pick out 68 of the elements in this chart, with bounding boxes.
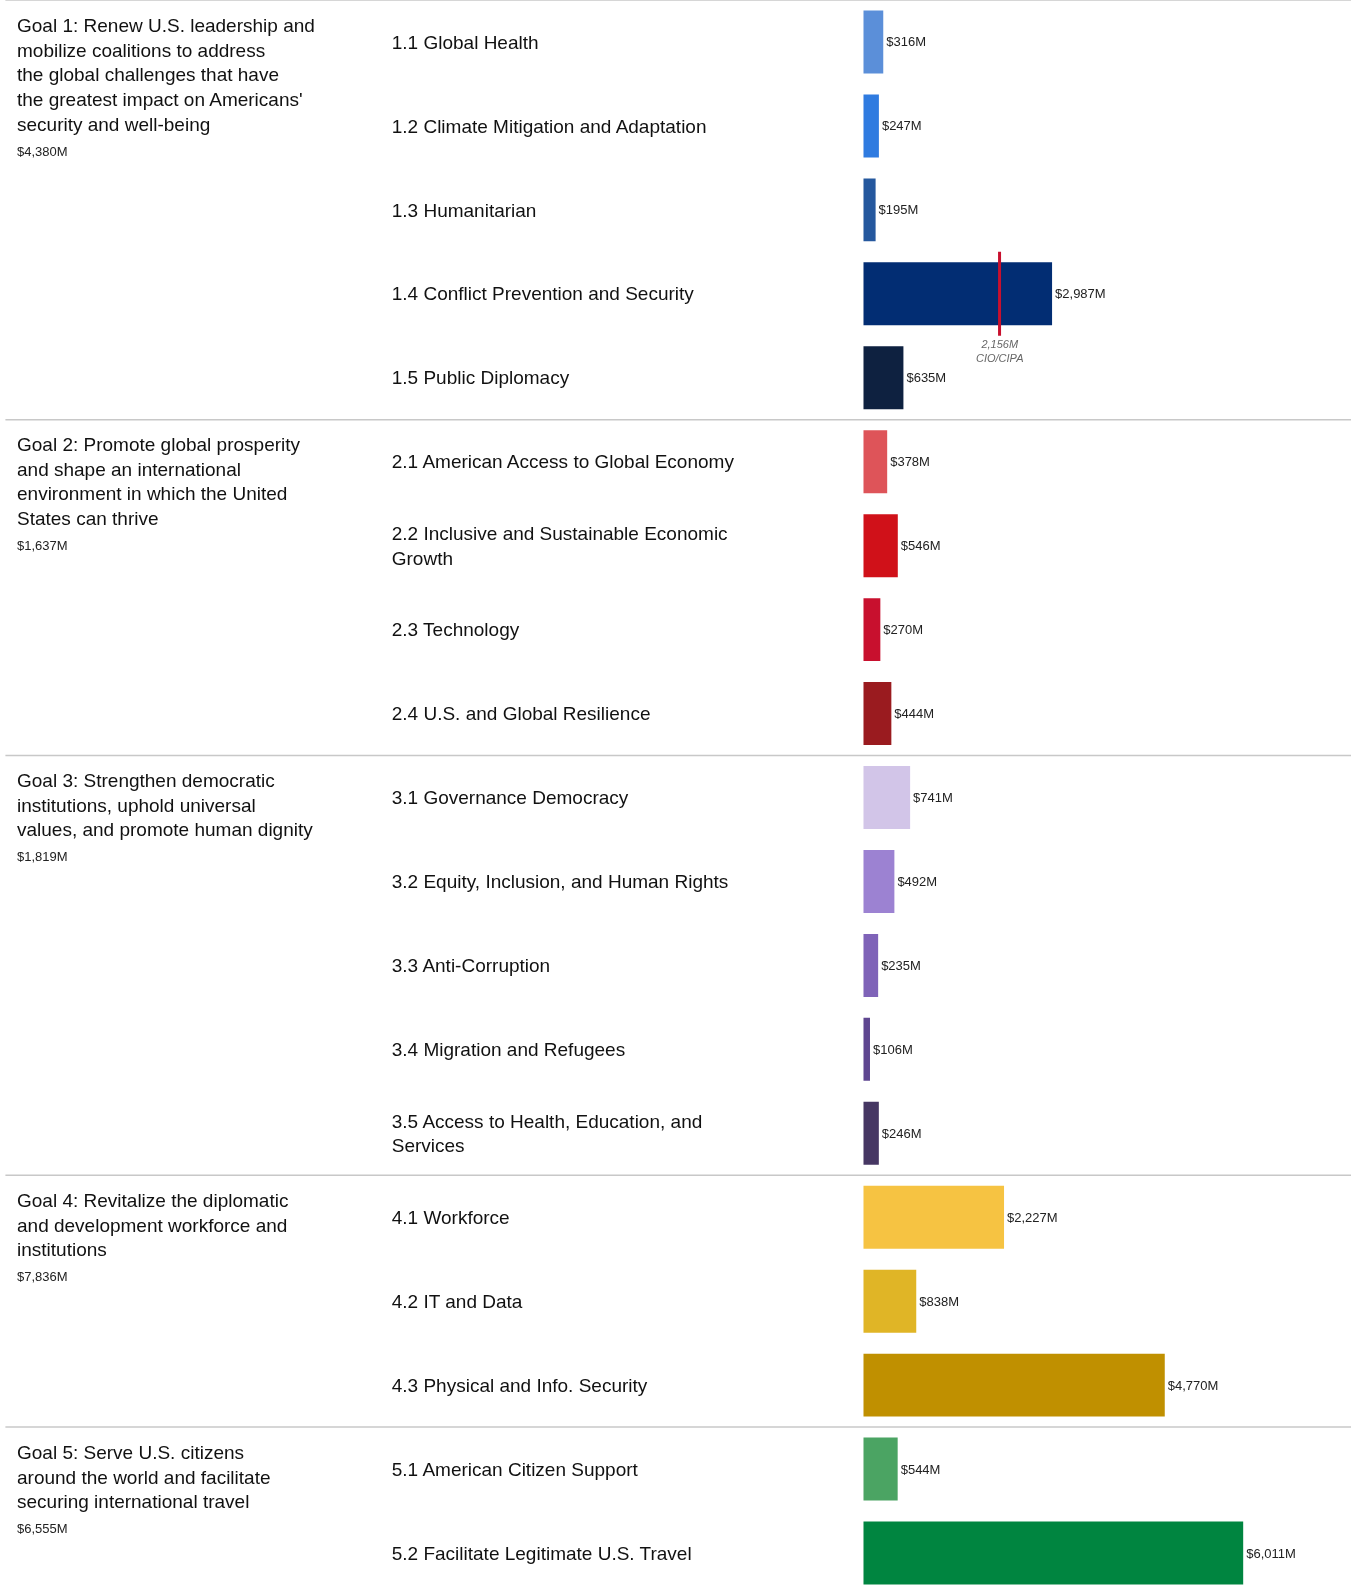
bar — [863, 262, 1053, 326]
data-label: $741M — [913, 790, 953, 805]
bar — [863, 598, 881, 662]
data-label: $195M — [878, 202, 919, 218]
data-label: $546M — [900, 538, 941, 554]
data-label: $2,987M — [1055, 286, 1106, 302]
bar — [863, 346, 904, 410]
bar — [863, 514, 898, 578]
y-tick-label: 4.1 Workforce — [391, 1206, 510, 1228]
data-label: $4,770M — [1167, 1377, 1219, 1393]
bar — [863, 1353, 1165, 1417]
data-label: $246M — [881, 1125, 922, 1141]
y-tick-label: 4.3 Physical and Info. Security — [391, 1374, 648, 1396]
data-label: $106M — [872, 1041, 913, 1057]
data-label: $270M — [883, 622, 924, 638]
bar — [863, 178, 876, 242]
data-label: $235M — [881, 957, 921, 973]
data-label: $492M — [897, 873, 938, 889]
data-label: $378M — [890, 454, 930, 470]
bar — [863, 933, 879, 997]
data-label: $444M — [894, 706, 935, 722]
text: Goal 2: Promote global prosperity and shape an international environment in which the United States can thrive — [17, 434, 301, 530]
text: Goal 4: Revitalize the diplomatic and development workforce and institutions — [17, 1190, 289, 1261]
data-label: $6,011M — [1246, 1545, 1296, 1561]
text: Goal 5: Serve U.S. citizens around the world and facilitate securing international travel — [17, 1442, 271, 1513]
y-tick-label: 1.5 Public Diplomacy — [391, 367, 570, 389]
bar — [863, 1521, 1244, 1585]
y-tick-label: 3.3 Anti-Corruption — [391, 955, 551, 977]
y-tick-label: 2.4 U.S. and Global Resilience — [391, 703, 651, 725]
bar — [863, 430, 888, 494]
text: $6,555M — [17, 1521, 68, 1536]
data-label: $2,227M — [1007, 1209, 1058, 1225]
bar — [863, 10, 884, 74]
bar — [863, 1269, 917, 1333]
bar — [863, 94, 879, 158]
bar — [863, 1437, 898, 1501]
data-label: $544M — [900, 1461, 941, 1477]
data-label: $247M — [881, 118, 922, 134]
bar — [863, 1101, 879, 1165]
text: Goal 1: Renew U.S. leadership and mobilize coalitions to address the global challenges that have the greatest impact on Americans' security and well-being — [17, 15, 315, 135]
y-tick-label: 3.1 Governance Democracy — [391, 787, 629, 809]
y-tick-label: 5.2 Facilitate Legitimate U.S. Travel — [391, 1542, 692, 1564]
bar — [863, 1185, 1005, 1249]
data-label: $316M — [886, 34, 927, 50]
bar — [863, 766, 911, 829]
bar — [863, 682, 892, 746]
text: $1,819M — [17, 849, 68, 864]
y-tick-label: 3.5 Access to Health, Education, and Services — [391, 1110, 703, 1157]
y-tick-label: 1.1 Global Health — [391, 31, 539, 53]
ref-line-label: 2,156M CIO/CIPA — [976, 338, 1024, 365]
y-tick-label: 2.3 Technology — [391, 619, 520, 641]
y-tick-label: 1.2 Climate Mitigation and Adaptation — [391, 115, 707, 137]
y-tick-label: 1.3 Humanitarian — [391, 199, 537, 221]
y-tick-label: 2.1 American Access to Global Economy — [391, 451, 735, 473]
text: $4,380M — [17, 144, 68, 159]
y-tick-label: 3.2 Equity, Inclusion, and Human Rights — [391, 871, 729, 893]
data-label: $838M — [919, 1293, 959, 1309]
y-tick-label: 5.1 American Citizen Support — [391, 1458, 639, 1480]
text: $7,836M — [17, 1269, 68, 1284]
y-tick-label: 3.4 Migration and Refugees — [391, 1038, 626, 1060]
data-label: $635M — [906, 370, 947, 386]
y-tick-label: 2.2 Inclusive and Sustainable Economic Growth — [391, 522, 728, 569]
text: $1,637M — [17, 538, 68, 553]
bar — [863, 849, 895, 913]
y-tick-label: 1.4 Conflict Prevention and Security — [391, 283, 695, 305]
text: Goal 3: Strengthen democratic institutions, uphold universal values, and promote human dignity — [17, 770, 314, 841]
y-tick-label: 4.2 IT and Data — [391, 1290, 523, 1312]
bar — [863, 1017, 870, 1081]
